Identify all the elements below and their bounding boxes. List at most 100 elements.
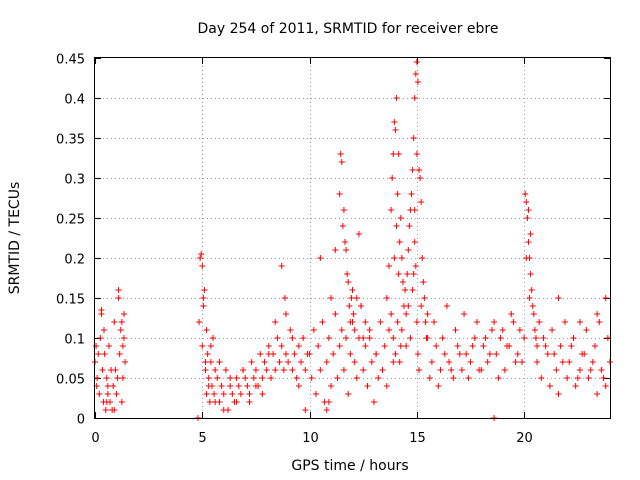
data-point xyxy=(388,311,395,317)
data-point xyxy=(272,319,279,325)
data-point xyxy=(120,311,127,317)
data-point xyxy=(397,215,404,221)
data-point xyxy=(291,351,298,357)
data-point xyxy=(587,367,594,373)
data-point xyxy=(433,343,440,349)
data-point xyxy=(259,391,266,397)
data-point xyxy=(222,367,229,373)
data-point xyxy=(441,351,448,357)
data-point xyxy=(229,391,236,397)
data-point xyxy=(285,359,292,365)
data-point xyxy=(338,327,345,333)
data-point xyxy=(504,343,510,349)
data-point xyxy=(424,311,431,317)
data-point xyxy=(412,263,419,269)
data-point xyxy=(527,231,534,237)
data-point xyxy=(396,359,403,365)
data-point xyxy=(414,79,421,85)
data-point xyxy=(293,375,300,381)
data-point xyxy=(598,367,605,373)
data-point xyxy=(521,335,528,341)
data-point xyxy=(237,391,244,397)
data-point xyxy=(411,95,418,101)
x-tick-label: 20 xyxy=(516,431,533,446)
data-point xyxy=(235,383,242,389)
data-point xyxy=(207,359,214,365)
data-point xyxy=(394,319,401,325)
data-point xyxy=(332,247,339,253)
data-point xyxy=(317,255,324,261)
data-point xyxy=(298,359,304,365)
data-point xyxy=(325,399,332,405)
data-point xyxy=(405,247,412,253)
data-point xyxy=(497,335,504,341)
data-point xyxy=(534,343,541,349)
x-tick-label: 5 xyxy=(198,431,206,446)
data-point xyxy=(390,359,397,365)
y-tick-label: 0.25 xyxy=(56,213,85,228)
data-point xyxy=(360,367,367,373)
data-point xyxy=(523,199,530,205)
data-point xyxy=(418,199,425,205)
data-point xyxy=(393,223,400,229)
y-tick-label: 0.4 xyxy=(64,93,85,108)
data-point xyxy=(549,327,556,333)
axis-ticks: 0 0.05 0.1 0.15 0.2 0.25 0.3 0.35 0.4 0.45 0 5 10 15 2… xyxy=(56,53,610,446)
data-point xyxy=(102,407,109,413)
data-point xyxy=(542,343,549,349)
data-point xyxy=(252,383,259,389)
data-point xyxy=(463,351,470,357)
data-point xyxy=(276,359,283,365)
data-point xyxy=(408,191,415,197)
data-point xyxy=(525,239,532,245)
data-point xyxy=(570,335,577,341)
data-point xyxy=(120,335,127,341)
data-point xyxy=(551,351,558,357)
data-point xyxy=(261,359,268,365)
data-point xyxy=(398,327,405,333)
data-point xyxy=(287,327,294,333)
data-point xyxy=(265,351,272,357)
data-point xyxy=(486,351,493,357)
data-point xyxy=(532,335,539,341)
data-point xyxy=(328,383,335,389)
data-point xyxy=(510,319,517,325)
data-point xyxy=(484,359,491,365)
data-point xyxy=(313,391,320,397)
data-point xyxy=(555,391,562,397)
data-point xyxy=(220,391,227,397)
data-point xyxy=(116,351,123,357)
data-point xyxy=(351,359,358,365)
data-point xyxy=(101,351,108,357)
data-point xyxy=(566,359,573,365)
data-point xyxy=(246,391,253,397)
data-point xyxy=(362,343,369,349)
data-point xyxy=(323,407,330,413)
data-point xyxy=(204,351,211,357)
data-point xyxy=(431,319,438,325)
data-point xyxy=(104,391,111,397)
data-point xyxy=(240,367,247,373)
data-point xyxy=(112,367,119,373)
data-point xyxy=(381,343,388,349)
data-point xyxy=(93,343,100,349)
data-point xyxy=(362,319,369,325)
data-point xyxy=(409,287,416,293)
data-point xyxy=(351,327,358,333)
data-point xyxy=(246,399,253,405)
data-point xyxy=(323,359,330,365)
data-point xyxy=(348,295,355,301)
data-point xyxy=(516,327,523,333)
data-point xyxy=(117,327,124,333)
data-point xyxy=(343,335,350,341)
data-point xyxy=(302,407,309,413)
data-point xyxy=(391,119,398,125)
data-point xyxy=(579,351,586,357)
data-point xyxy=(282,351,289,357)
data-point xyxy=(339,223,346,229)
data-point xyxy=(529,303,536,309)
data-point xyxy=(278,343,285,349)
data-point xyxy=(478,367,485,373)
data-point xyxy=(207,343,214,349)
